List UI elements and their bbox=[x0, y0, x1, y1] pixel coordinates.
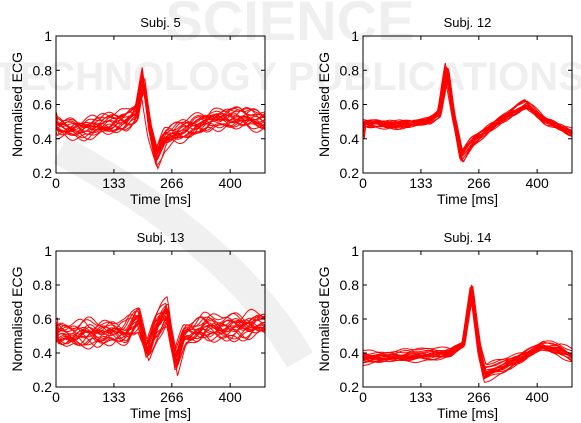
x-tick-label: 266 bbox=[160, 175, 184, 191]
watermark: SCIENCE TECHNOLOGY PUBLICATIONS bbox=[0, 0, 581, 368]
ecg-trace bbox=[56, 295, 265, 362]
x-tick-label: 0 bbox=[359, 175, 367, 191]
x-tick-label: 0 bbox=[52, 389, 60, 405]
x-tick-label: 133 bbox=[409, 175, 433, 191]
panel-1: 0 133 266 400 0.2 0.4 0.6 0.8 1 Subj. 5 Time [ms] N… bbox=[9, 15, 266, 207]
y-tick-label: 1 bbox=[44, 28, 52, 44]
y-tick-label: 0.2 bbox=[340, 165, 360, 181]
y-tick-label: 1 bbox=[44, 243, 52, 259]
y-tick-label: 0.6 bbox=[340, 311, 360, 327]
x-tick-label: 133 bbox=[102, 175, 126, 191]
x-axis-label: Time [ms] bbox=[130, 405, 191, 421]
series-traces bbox=[363, 284, 572, 383]
ecg-trace bbox=[56, 78, 265, 153]
y-tick-label: 0.4 bbox=[33, 131, 53, 147]
ecg-trace bbox=[363, 72, 572, 160]
series-traces bbox=[363, 62, 572, 163]
y-axis-label: Normalised ECG bbox=[9, 52, 25, 157]
series-traces bbox=[56, 67, 265, 171]
x-axis-label: Time [ms] bbox=[130, 191, 191, 207]
ecg-trace bbox=[56, 307, 265, 357]
series-traces bbox=[56, 295, 265, 376]
y-tick-label: 0.2 bbox=[33, 379, 53, 395]
x-tick-label: 400 bbox=[218, 389, 242, 405]
y-axis-label: Normalised ECG bbox=[316, 266, 332, 371]
panel-title: Subj. 5 bbox=[140, 15, 180, 30]
ecg-trace bbox=[56, 312, 265, 359]
y-tick-label: 0.2 bbox=[340, 379, 360, 395]
ecg-trace bbox=[363, 284, 572, 380]
panel-3: 0 133 266 400 0.2 0.4 0.6 0.8 1 Subj. 13 Time [ms]… bbox=[9, 230, 266, 421]
ecg-trace bbox=[56, 303, 265, 366]
x-tick-label: 266 bbox=[160, 389, 184, 405]
x-tick-label: 133 bbox=[409, 389, 433, 405]
x-axis-label: Time [ms] bbox=[437, 405, 498, 421]
panels: 0 133 266 400 0.2 0.4 0.6 0.8 1 Subj. 5 Time [ms] N… bbox=[9, 15, 573, 421]
y-tick-label: 0.6 bbox=[33, 97, 53, 113]
panel-title: Subj. 12 bbox=[444, 15, 492, 30]
ecg-trace bbox=[56, 321, 265, 370]
ecg-trace bbox=[56, 315, 265, 358]
y-axis-label: Normalised ECG bbox=[9, 266, 25, 371]
y-tick-label: 0.8 bbox=[340, 277, 360, 293]
x-tick-label: 400 bbox=[525, 389, 549, 405]
y-tick-label: 0.6 bbox=[33, 311, 53, 327]
x-tick-label: 266 bbox=[467, 389, 491, 405]
ecg-trace bbox=[363, 287, 572, 377]
y-tick-label: 0.8 bbox=[33, 277, 53, 293]
watermark-line2: TECHNOLOGY PUBLICATIONS bbox=[0, 55, 581, 99]
y-tick-label: 0.2 bbox=[33, 165, 53, 181]
x-tick-label: 0 bbox=[359, 389, 367, 405]
ecg-trace bbox=[56, 316, 265, 366]
ecg-trace bbox=[56, 77, 265, 163]
x-tick-label: 0 bbox=[52, 175, 60, 191]
y-axis-label: Normalised ECG bbox=[316, 52, 332, 157]
ecg-trace bbox=[56, 75, 265, 154]
y-tick-label: 0.6 bbox=[340, 97, 360, 113]
x-tick-label: 400 bbox=[525, 175, 549, 191]
y-tick-label: 0.4 bbox=[340, 345, 360, 361]
x-tick-label: 266 bbox=[467, 175, 491, 191]
ecg-trace bbox=[56, 84, 265, 158]
x-tick-label: 400 bbox=[218, 175, 242, 191]
panel-title: Subj. 13 bbox=[137, 230, 185, 245]
y-tick-label: 0.4 bbox=[340, 131, 360, 147]
y-tick-label: 0.4 bbox=[33, 345, 53, 361]
ecg-trace bbox=[56, 85, 265, 153]
ecg-trace bbox=[56, 84, 265, 171]
ecg-trace bbox=[363, 293, 572, 374]
panel-4: 0 133 266 400 0.2 0.4 0.6 0.8 1 Subj. 14 Time [ms]… bbox=[316, 230, 573, 421]
watermark-line1: SCIENCE bbox=[166, 0, 415, 52]
y-tick-label: 0.8 bbox=[340, 62, 360, 78]
x-tick-label: 133 bbox=[102, 389, 126, 405]
panel-2: 0 133 266 400 0.2 0.4 0.6 0.8 1 Subj. 12 Time [ms]… bbox=[316, 15, 573, 207]
x-axis-label: Time [ms] bbox=[437, 191, 498, 207]
panel-title: Subj. 14 bbox=[444, 230, 492, 245]
ecg-trace bbox=[56, 302, 265, 354]
y-tick-label: 0.8 bbox=[33, 62, 53, 78]
y-tick-label: 1 bbox=[351, 243, 359, 259]
y-tick-label: 1 bbox=[351, 28, 359, 44]
watermark-swoosh bbox=[52, 136, 313, 368]
